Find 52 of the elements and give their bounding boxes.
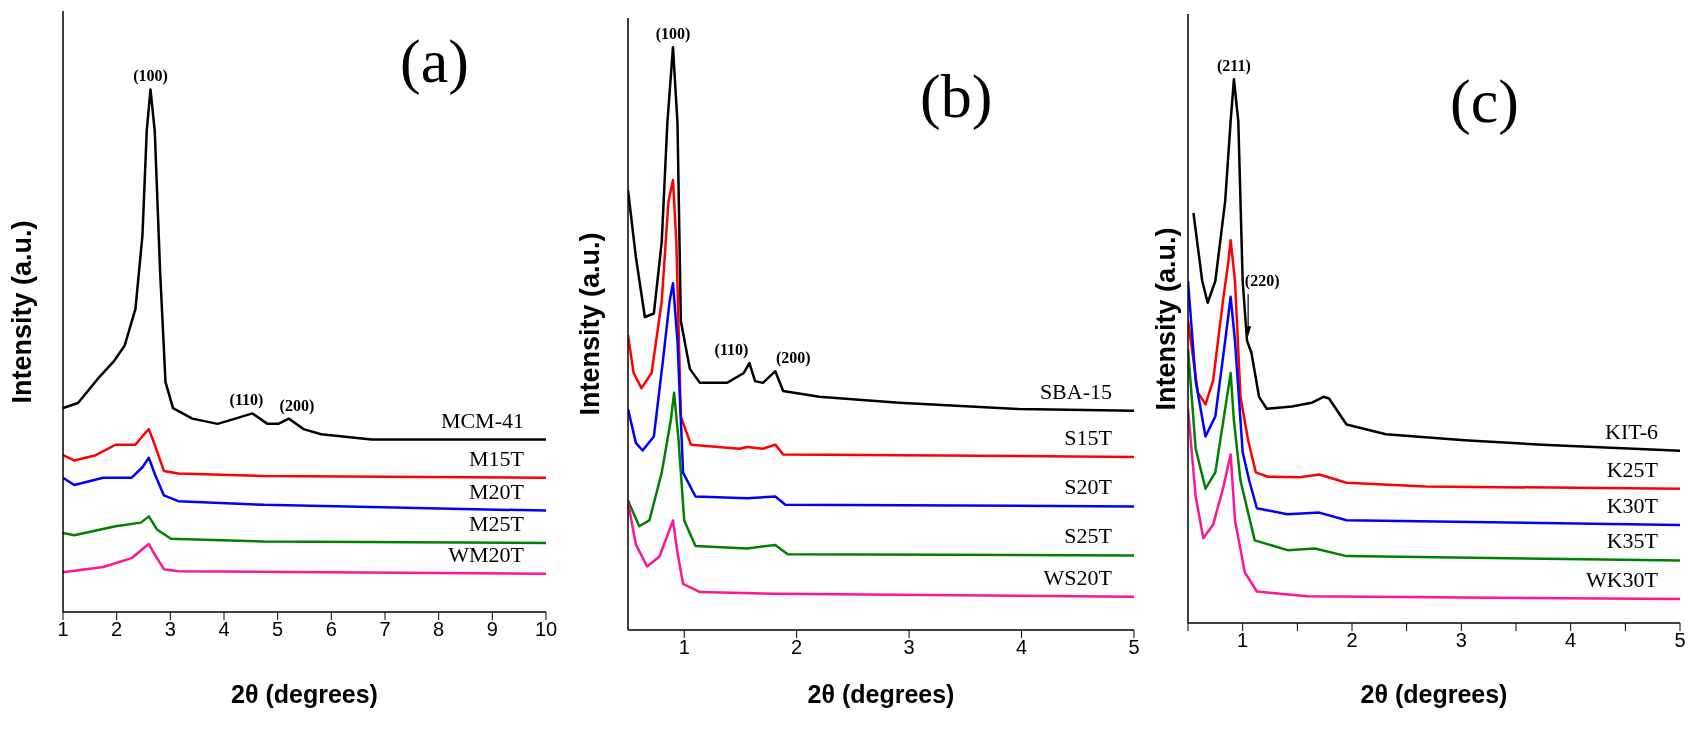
- x-axis-title: 2θ (degrees): [806, 680, 956, 709]
- x-tick-label: 3: [903, 636, 915, 659]
- series-label: WK30T: [1585, 567, 1659, 593]
- series-label: K35T: [1606, 528, 1659, 554]
- annotation: (200): [279, 396, 315, 415]
- series-label: WM20T: [448, 541, 525, 567]
- x-tick-label: 6: [325, 618, 337, 641]
- annotation: (100): [133, 67, 168, 86]
- x-tick-label: 3: [1455, 629, 1467, 652]
- series-label: KIT-6: [1605, 418, 1658, 444]
- series-label: K30T: [1606, 493, 1659, 519]
- series-label: SBA-15: [1039, 378, 1112, 404]
- x-axis-title: 2θ (degrees): [1359, 680, 1509, 709]
- x-tick-label: 1: [1237, 629, 1249, 652]
- y-axis-title: Intensity (a.u.): [1150, 226, 1182, 411]
- x-tick-label: 9: [486, 618, 498, 641]
- x-tick-label: 5: [1128, 636, 1140, 659]
- annotation: (211): [1217, 57, 1251, 76]
- series-label: WS20T: [1043, 564, 1113, 590]
- series-label: M25T: [469, 511, 525, 537]
- x-tick-label: 1: [57, 618, 69, 641]
- x-tick-label: 2: [791, 636, 803, 659]
- x-tick-label: 4: [1565, 629, 1577, 652]
- series-label: S15T: [1064, 424, 1113, 450]
- series-label: M15T: [469, 445, 525, 471]
- x-tick-label: 3: [164, 618, 176, 641]
- chart-title: (c): [1450, 67, 1519, 135]
- x-tick-label: 2: [1346, 629, 1358, 652]
- x-tick-label: 7: [379, 618, 391, 641]
- annotation: (200): [775, 349, 811, 368]
- x-tick-label: 4: [1015, 636, 1028, 659]
- x-tick-label: 1: [678, 636, 690, 659]
- chart-title: (a): [400, 27, 469, 95]
- annotation: (100): [655, 25, 691, 44]
- x-tick-label: 10: [534, 618, 558, 641]
- chart-title: (b): [920, 62, 993, 130]
- x-tick-label: 5: [272, 618, 284, 641]
- annotation: (110): [229, 391, 264, 410]
- annotation: (110): [714, 341, 749, 360]
- y-axis-title: Intensity (a.u.): [6, 219, 38, 404]
- x-tick-label: 8: [433, 618, 445, 641]
- annotation: (220): [1244, 272, 1280, 291]
- series-label: S20T: [1064, 474, 1113, 500]
- series-label: K25T: [1606, 456, 1659, 482]
- x-tick-label: 5: [1674, 629, 1686, 652]
- series-label: M20T: [469, 478, 525, 504]
- series-label: S25T: [1064, 523, 1113, 549]
- x-tick-label: 2: [111, 618, 123, 641]
- series-label: MCM-41: [440, 407, 524, 433]
- x-axis-title: 2θ (degrees): [230, 680, 379, 709]
- x-tick-label: 4: [218, 618, 230, 641]
- y-axis-title: Intensity (a.u.): [574, 232, 606, 416]
